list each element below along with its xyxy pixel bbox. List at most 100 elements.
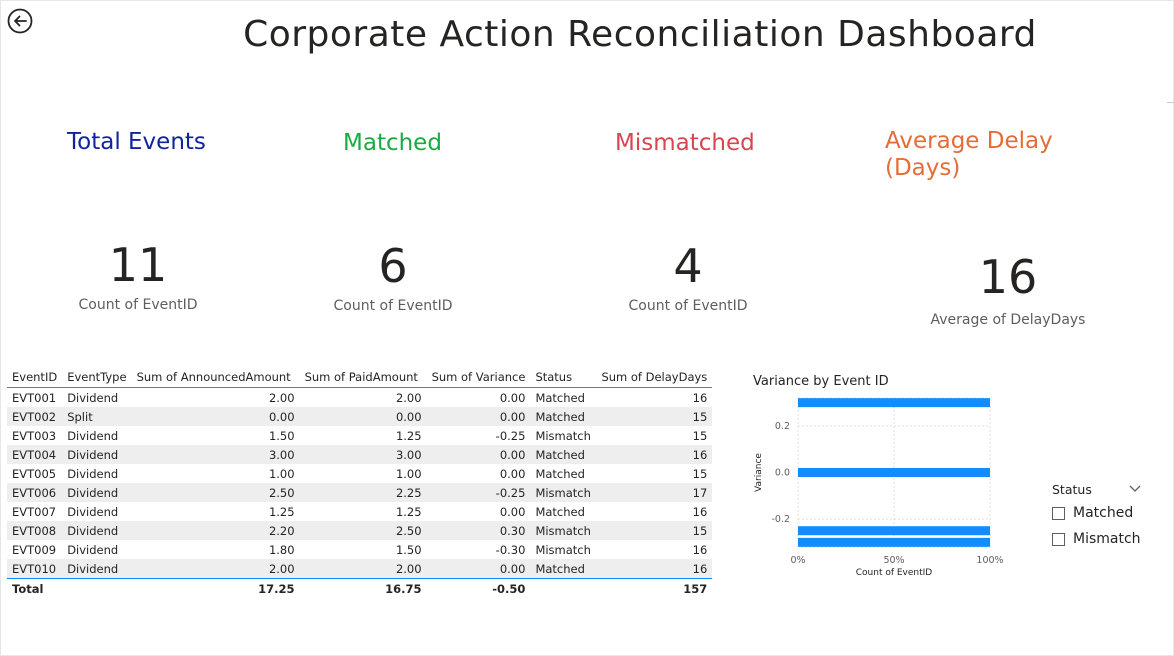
table-cell: 1.50: [395, 542, 422, 557]
page-title: Corporate Action Reconciliation Dashboar…: [243, 14, 1037, 55]
table-row[interactable]: EVT008 Dividend 2.20 2.50 0.30 Mismatch 15: [7, 521, 713, 540]
table-row[interactable]: EVT001 Dividend 2.00 2.00 0.00 Matched 16: [7, 388, 712, 408]
table-cell: EVT007: [12, 504, 57, 519]
table-cell: 1.80: [268, 542, 295, 557]
table-cell: Dividend: [67, 447, 119, 462]
table-cell: 17: [692, 485, 708, 500]
table-row[interactable]: EVT009 Dividend 1.80 1.50 -0.30 Mismatch 16: [7, 540, 712, 559]
table-cell: 0.00: [499, 447, 526, 462]
table-cell: -0.30: [495, 542, 526, 557]
table-cell: Mismatch: [535, 428, 591, 443]
chart-bar[interactable]: [798, 468, 990, 477]
table-cell: Matched: [535, 561, 585, 576]
slicer-option-matched[interactable]: Matched: [1052, 500, 1147, 526]
col-header-paid[interactable]: Sum of PaidAmount: [304, 369, 418, 384]
table-row[interactable]: EVT006 Dividend 2.50 2.25 -0.25 Mismatch 17: [7, 483, 713, 502]
table-cell: 1.25: [268, 504, 295, 519]
table-cell: 3.00: [395, 447, 422, 462]
total-delay: 157: [683, 582, 708, 596]
table-cell: EVT010: [12, 561, 57, 576]
col-header-variance[interactable]: Sum of Variance: [431, 369, 526, 384]
x-tick-label: 0%: [790, 555, 805, 566]
table-total-row: Total 17.25 16.75 -0.50 157: [7, 578, 713, 600]
total-paid: 16.75: [385, 582, 422, 596]
table-cell: Dividend: [67, 428, 119, 443]
table-row[interactable]: EVT007 Dividend 1.25 1.25 0.00 Matched 16: [7, 502, 712, 521]
col-header-announced[interactable]: Sum of AnnouncedAmount: [136, 369, 291, 384]
table-cell: 0.00: [499, 390, 526, 405]
slicer-title: Status: [1052, 482, 1092, 497]
table-row[interactable]: EVT003 Dividend 1.50 1.25 -0.25 Mismatch 15: [7, 426, 712, 445]
table-cell: Matched: [535, 447, 585, 462]
table-cell: EVT009: [12, 542, 57, 557]
table-cell: Matched: [535, 409, 585, 424]
kpi-label-total-events: Total Events: [67, 129, 206, 155]
chart-bar[interactable]: [798, 398, 990, 408]
table-cell: 1.50: [268, 428, 295, 443]
table-cell: EVT004: [12, 447, 57, 462]
slicer-option-label: Mismatch: [1073, 531, 1141, 547]
slicer-option-mismatch[interactable]: Mismatch: [1052, 526, 1147, 552]
col-header-status[interactable]: Status: [535, 369, 573, 384]
table-row[interactable]: EVT005 Dividend 1.00 1.00 0.00 Matched 15: [7, 464, 712, 483]
table-cell: Mismatch: [535, 523, 591, 538]
table-cell: Matched: [535, 466, 585, 481]
table-cell: Dividend: [67, 561, 119, 576]
events-table: EventID EventType Sum of AnnouncedAmount…: [7, 366, 713, 600]
slicer-option-label: Matched: [1073, 505, 1134, 521]
table-row[interactable]: EVT010 Dividend 2.00 2.00 0.00 Matched 16: [7, 559, 713, 579]
table-cell: 2.00: [395, 390, 422, 405]
col-header-eventtype[interactable]: EventType: [67, 369, 127, 384]
table-cell: 16: [692, 504, 708, 519]
back-arrow-icon: [7, 8, 33, 34]
table-cell: Dividend: [67, 542, 119, 557]
kpi-value-matched: 6: [378, 239, 408, 293]
checkbox[interactable]: [1052, 532, 1065, 546]
kpi-sub-matched: Count of EventID: [333, 298, 453, 314]
table-cell: Dividend: [67, 504, 119, 519]
table-cell: EVT005: [12, 466, 57, 481]
table-cell: 16: [692, 561, 708, 576]
kpi-sub-total-events: Count of EventID: [78, 297, 198, 313]
x-tick-label: 100%: [976, 555, 1003, 566]
table-cell: -0.25: [495, 428, 526, 443]
table-cell: 0.00: [499, 409, 526, 424]
kpi-value-mismatched: 4: [673, 239, 703, 293]
kpi-value-total-events: 11: [108, 238, 168, 292]
col-header-delay[interactable]: Sum of DelayDays: [601, 369, 708, 384]
table-cell: EVT003: [12, 428, 57, 443]
table-cell: 0.00: [499, 466, 526, 481]
table-header-row: EventID EventType Sum of AnnouncedAmount…: [7, 366, 713, 388]
kpi-label-matched: Matched: [343, 130, 442, 156]
checkbox[interactable]: [1052, 506, 1065, 520]
table-cell: EVT002: [12, 409, 57, 424]
table-row[interactable]: EVT002 Split 0.00 0.00 0.00 Matched 15: [7, 407, 713, 426]
table-cell: 0.00: [268, 409, 295, 424]
chevron-down-icon[interactable]: [1129, 485, 1141, 493]
kpi-sub-mismatched: Count of EventID: [628, 298, 748, 314]
table-cell: 16: [692, 542, 708, 557]
back-button[interactable]: [7, 8, 33, 34]
table-cell: 1.25: [395, 504, 422, 519]
status-slicer: Status Matched Mismatch: [1052, 482, 1147, 552]
table-row[interactable]: EVT004 Dividend 3.00 3.00 0.00 Matched 16: [7, 445, 713, 464]
table-cell: Mismatch: [535, 485, 591, 500]
table-cell: 15: [692, 409, 708, 424]
table-cell: 0.00: [395, 409, 422, 424]
total-label: Total: [12, 582, 44, 596]
table-cell: 2.00: [268, 561, 295, 576]
table-cell: EVT001: [12, 390, 57, 405]
chart-bar[interactable]: [798, 537, 990, 547]
chart-title: Variance by Event ID: [753, 374, 889, 389]
table-cell: EVT008: [12, 523, 57, 538]
chart-bar[interactable]: [798, 526, 990, 536]
table-cell: 2.50: [395, 523, 422, 538]
table-cell: Split: [67, 409, 93, 424]
kpi-label-mismatched: Mismatched: [615, 130, 755, 156]
table-cell: 15: [692, 466, 708, 481]
col-header-eventid[interactable]: EventID: [12, 369, 58, 384]
kpi-label-average-delay: Average Delay (Days): [885, 128, 1053, 181]
table-cell: 2.50: [268, 485, 295, 500]
table-cell: 16: [692, 447, 708, 462]
kpi-value-average-delay: 16: [978, 250, 1038, 304]
